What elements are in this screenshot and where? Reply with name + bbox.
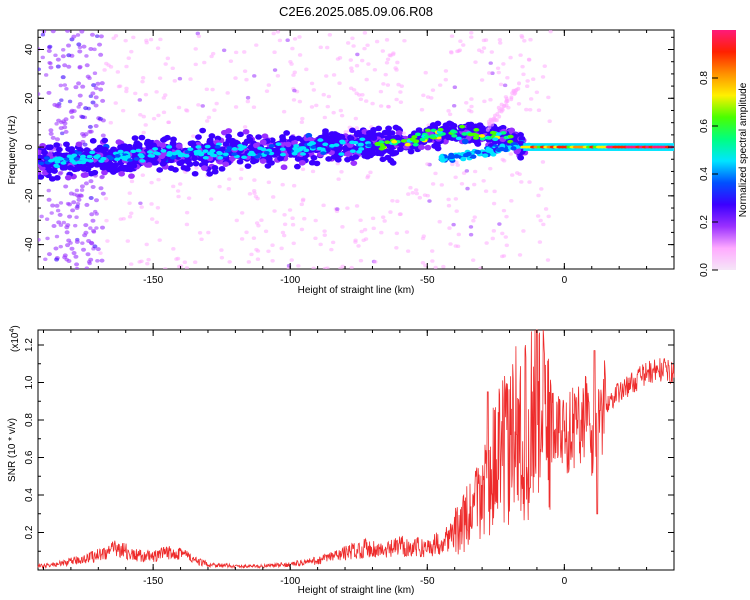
snr-xtick-label: -150 bbox=[143, 576, 163, 587]
snr-axes: -150 -100 -50 0 0.2 0.4 0.6 0.8 1.0 1.2 bbox=[24, 330, 675, 587]
snr-series-line bbox=[37, 329, 675, 570]
colorbar: 0.0 0.2 0.4 0.6 0.8 Normalized spectral ampl… bbox=[699, 30, 749, 277]
snr-scale-base: (x10 bbox=[10, 332, 21, 352]
figure-title: C2E6.2025.085.09.06.R08 bbox=[279, 4, 433, 19]
snr-ytick-label: 0.8 bbox=[24, 413, 35, 427]
snr-ytick-label: 0.4 bbox=[24, 488, 35, 502]
snr-xlabel: Height of straight line (km) bbox=[298, 585, 415, 596]
spectrogram-xtick-label: -100 bbox=[280, 275, 300, 286]
colorbar-ticks: 0.0 0.2 0.4 0.6 0.8 bbox=[699, 71, 718, 277]
spectrogram-ytick-label: -20 bbox=[24, 188, 35, 203]
snr-panel: -150 -100 -50 0 0.2 0.4 0.6 0.8 1.0 1.2 SNR (10 *… bbox=[7, 325, 675, 596]
spectrogram-xlabel: Height of straight line (km) bbox=[298, 285, 415, 296]
spectrogram-ylabel: Frequency (Hz) bbox=[7, 116, 18, 185]
colorbar-tick-label: 0.6 bbox=[699, 119, 710, 133]
spectrogram-xtick-label: 0 bbox=[562, 275, 568, 286]
snr-scale-exp: 4 bbox=[9, 329, 16, 333]
spectrogram-heatmap bbox=[38, 30, 674, 269]
spectrogram-xtick-label: -150 bbox=[143, 275, 163, 286]
snr-xtick-label: 0 bbox=[562, 576, 568, 587]
snr-xtick-label: -100 bbox=[280, 576, 300, 587]
colorbar-tick-label: 0.2 bbox=[699, 215, 710, 229]
spectrogram-ytick-label: 0 bbox=[24, 144, 35, 150]
snr-ytick-label: 1.0 bbox=[24, 375, 35, 389]
colorbar-strip bbox=[712, 30, 736, 270]
snr-scale-note: (x104) bbox=[9, 325, 21, 352]
spectrogram-ytick-label: 20 bbox=[24, 92, 35, 104]
snr-xtick-label: -50 bbox=[420, 576, 435, 587]
snr-ytick-label: 0.2 bbox=[24, 525, 35, 539]
spectrogram-panel: -150 -100 -50 0 -40 -20 0 20 40 Frequency (Hz) H… bbox=[7, 29, 675, 296]
spectrogram-ytick-label: -40 bbox=[24, 237, 35, 252]
snr-ytick-label: 1.2 bbox=[24, 338, 35, 352]
colorbar-tick-label: 0.8 bbox=[699, 71, 710, 85]
snr-frame bbox=[37, 329, 675, 571]
spectrogram-ytick-label: 40 bbox=[24, 44, 35, 56]
colorbar-tick-label: 0.0 bbox=[699, 263, 710, 277]
colorbar-label: Normalized spectral amplitude bbox=[738, 82, 749, 217]
snr-ylabel: SNR (10 * v/v) bbox=[7, 418, 18, 482]
spectrogram-axes: -150 -100 -50 0 -40 -20 0 20 40 bbox=[24, 30, 675, 286]
snr-ytick-label: 0.6 bbox=[24, 450, 35, 464]
colorbar-tick-label: 0.4 bbox=[699, 167, 710, 181]
spectrogram-xtick-label: -50 bbox=[420, 275, 435, 286]
